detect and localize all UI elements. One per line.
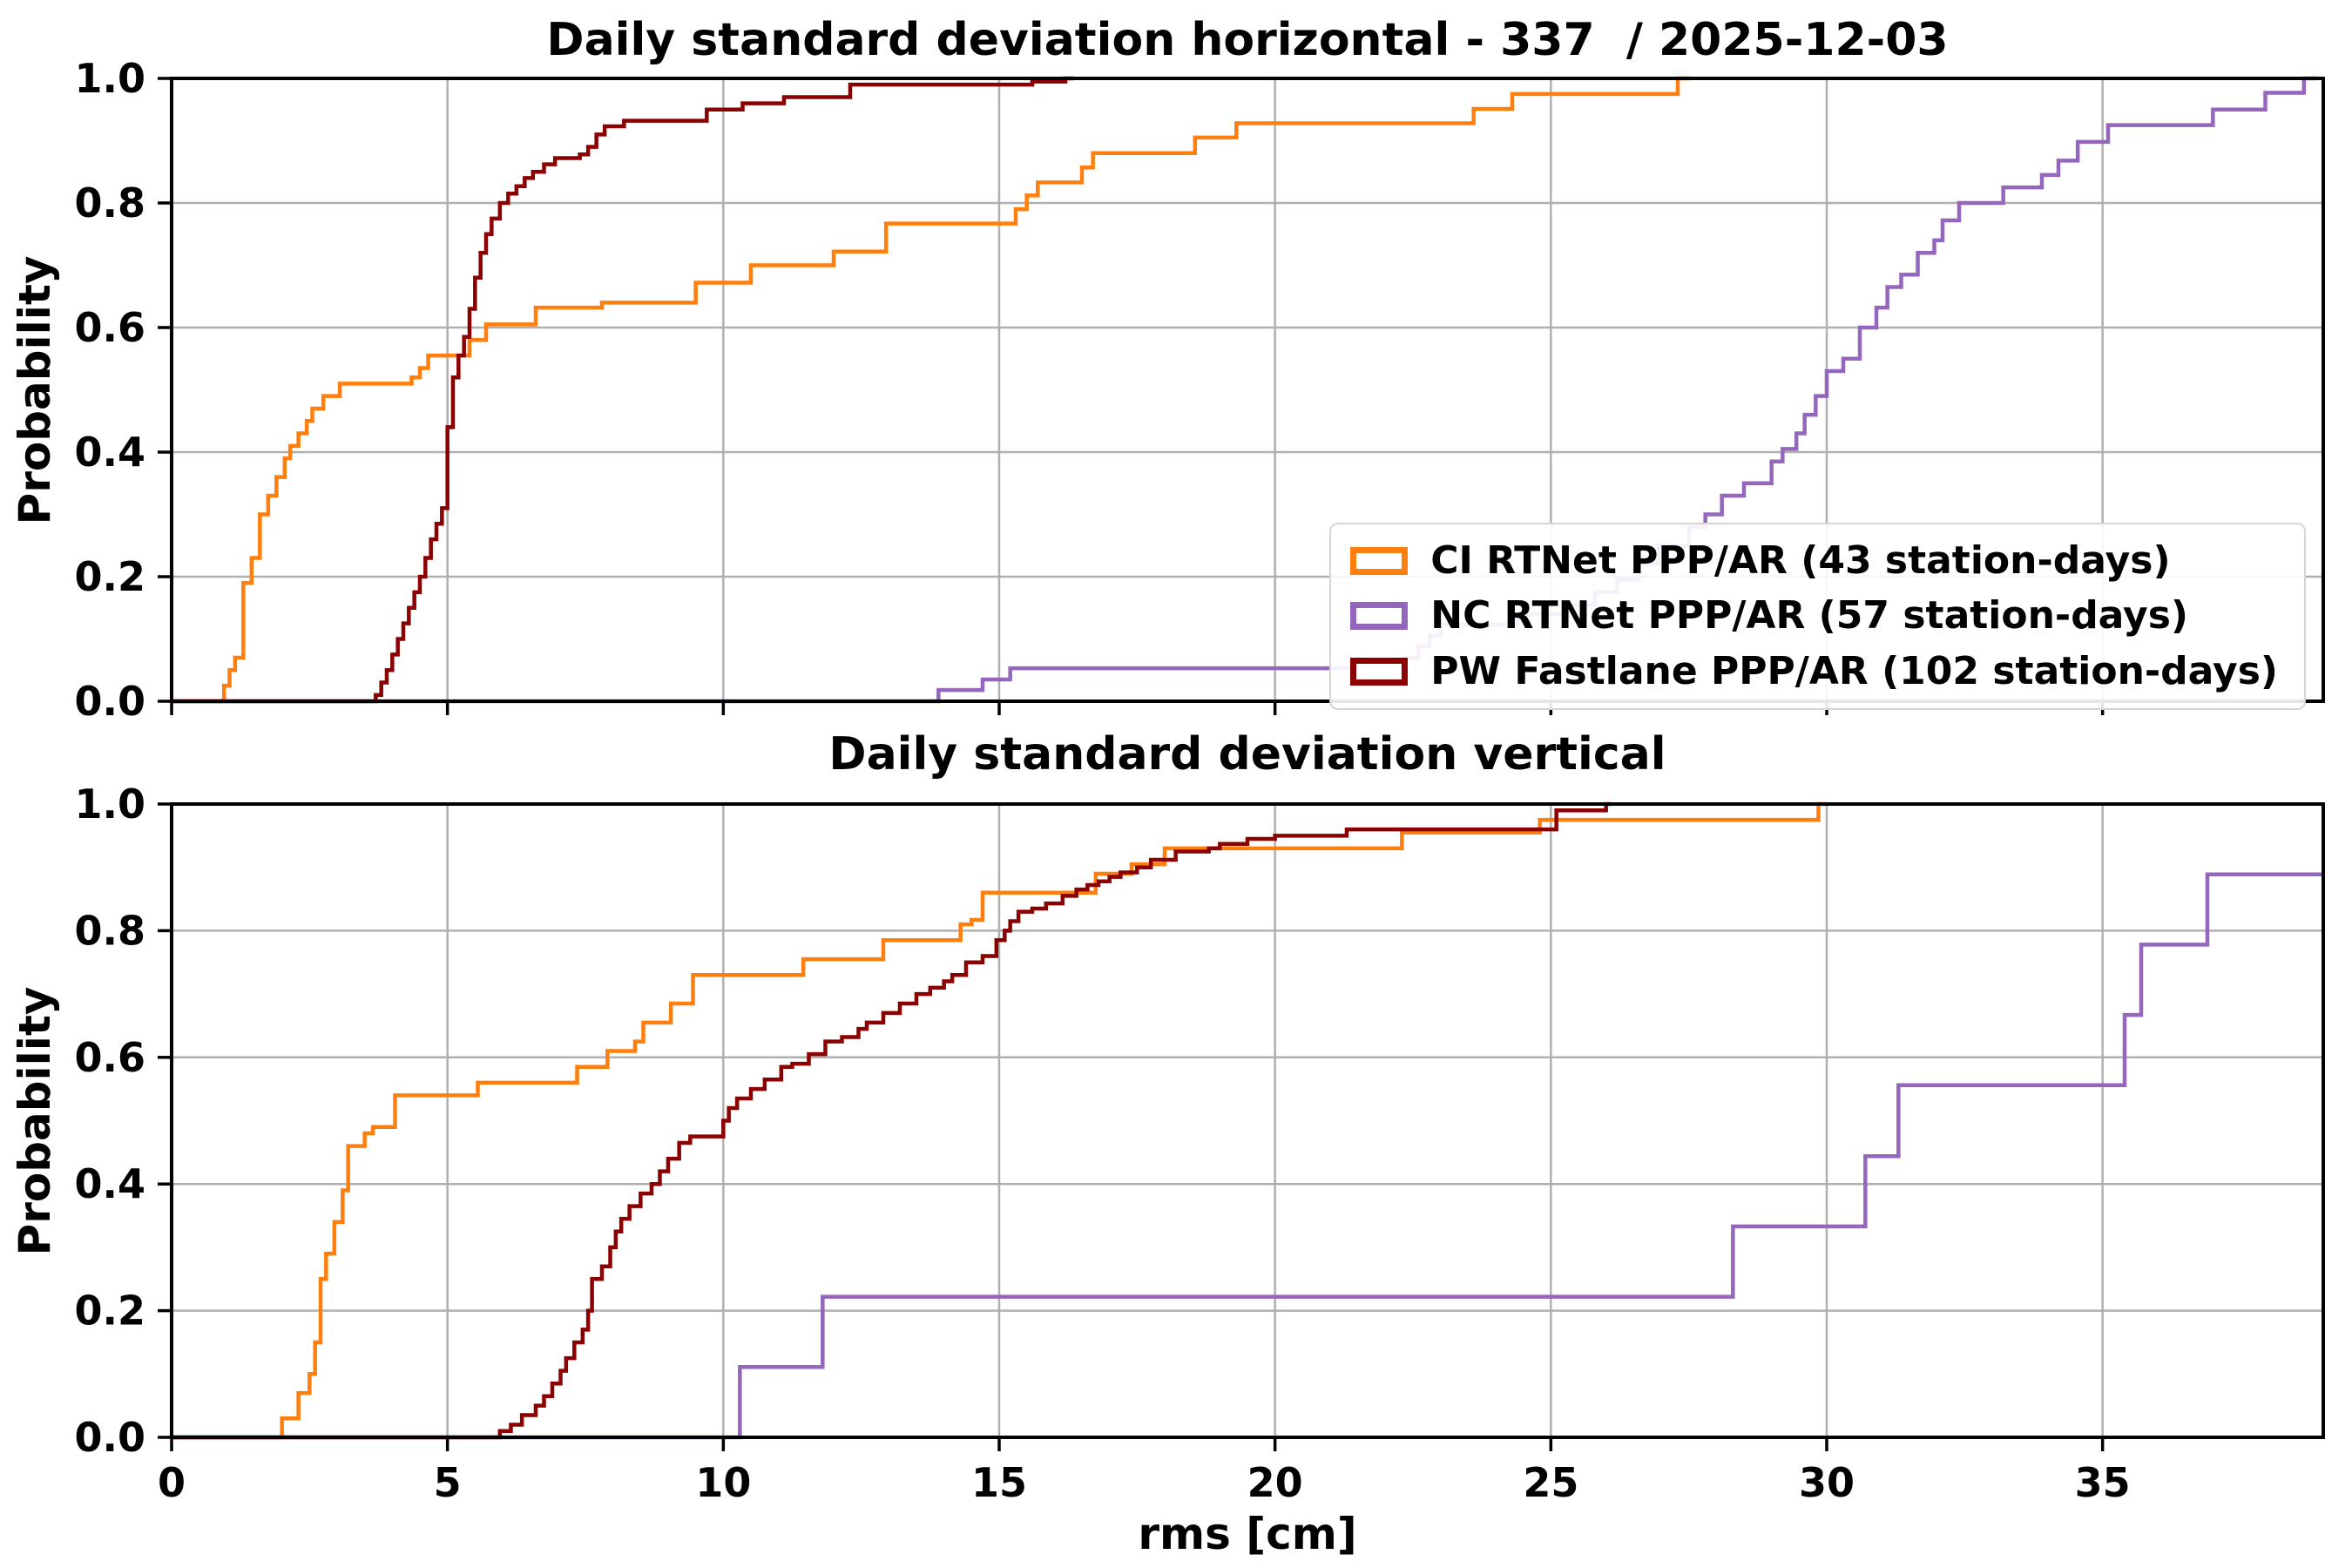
y-tick-label: 0.2 bbox=[75, 1288, 146, 1335]
legend: CI RTNet PPP/AR (43 station-days) NC RTN… bbox=[1329, 522, 2306, 710]
y-tick-label: 0.2 bbox=[75, 553, 146, 600]
plot-area-vertical: 0 5 10 15 20 25 30 35 0.0 0.2 0.4 0.6 0.8 1.0 bbox=[75, 781, 2325, 1506]
legend-item-ci: CI RTNet PPP/AR (43 station-days) bbox=[1350, 537, 2278, 583]
x-tick-label: 20 bbox=[1247, 1459, 1303, 1506]
legend-swatch-pw bbox=[1350, 657, 1409, 686]
legend-swatch-ci bbox=[1350, 547, 1409, 576]
x-tick-label: 35 bbox=[2075, 1459, 2131, 1506]
y-tick-label: 1.0 bbox=[75, 55, 146, 102]
x-tick-label: 0 bbox=[158, 1459, 186, 1506]
legend-swatch-nc bbox=[1350, 602, 1409, 631]
series-curve-ci bbox=[172, 76, 1692, 704]
y-tick-label: 0.0 bbox=[75, 678, 146, 725]
legend-label-ci: CI RTNet PPP/AR (43 station-days) bbox=[1430, 537, 2171, 583]
y-axis-label-vertical: Probability bbox=[10, 986, 60, 1256]
series-curve-pw bbox=[172, 801, 1612, 1440]
legend-label-pw: PW Fastlane PPP/AR (102 station-days) bbox=[1430, 648, 2278, 693]
series-curve-nc bbox=[172, 872, 2323, 1440]
plot-area-horizontal: 0.0 0.2 0.4 0.6 0.8 1.0 CI RTNet PPP/AR (43 s… bbox=[75, 55, 2325, 725]
plot-border bbox=[170, 802, 2325, 1439]
y-tick-label: 0.8 bbox=[75, 179, 146, 226]
chart-title-horizontal: Daily standard deviation horizontal - 33… bbox=[546, 14, 1949, 66]
x-tick-label: 30 bbox=[1799, 1459, 1855, 1506]
x-tick-label: 15 bbox=[971, 1459, 1027, 1506]
y-tick-label: 0.0 bbox=[75, 1414, 146, 1461]
x-axis-label: rms [cm] bbox=[1138, 1509, 1357, 1559]
x-tick-label: 10 bbox=[695, 1459, 751, 1506]
legend-item-nc: NC RTNet PPP/AR (57 station-days) bbox=[1350, 593, 2278, 639]
y-tick-label: 0.6 bbox=[75, 1034, 146, 1081]
y-tick-label: 0.6 bbox=[75, 304, 146, 351]
plot-border bbox=[170, 77, 2325, 703]
horizontal-std-plot: 0.0 0.2 0.4 0.6 0.8 1.0 bbox=[75, 55, 2325, 725]
chart-title-vertical: Daily standard deviation vertical bbox=[828, 728, 1666, 781]
series-curve-pw bbox=[172, 76, 1074, 704]
legend-label-nc: NC RTNet PPP/AR (57 station-days) bbox=[1430, 593, 2189, 639]
y-axis-label-horizontal: Probability bbox=[10, 255, 60, 525]
y-tick-label: 0.4 bbox=[75, 1160, 146, 1207]
x-tick-label: 25 bbox=[1523, 1459, 1578, 1506]
vertical-std-plot: 0 5 10 15 20 25 30 35 0.0 0.2 0.4 0.6 0.8 1.0 bbox=[75, 781, 2325, 1506]
y-tick-label: 0.4 bbox=[75, 429, 146, 476]
legend-item-pw: PW Fastlane PPP/AR (102 station-days) bbox=[1350, 648, 2278, 693]
y-tick-label: 0.8 bbox=[75, 907, 146, 954]
y-tick-label: 1.0 bbox=[75, 781, 146, 828]
x-tick-label: 5 bbox=[434, 1459, 462, 1506]
